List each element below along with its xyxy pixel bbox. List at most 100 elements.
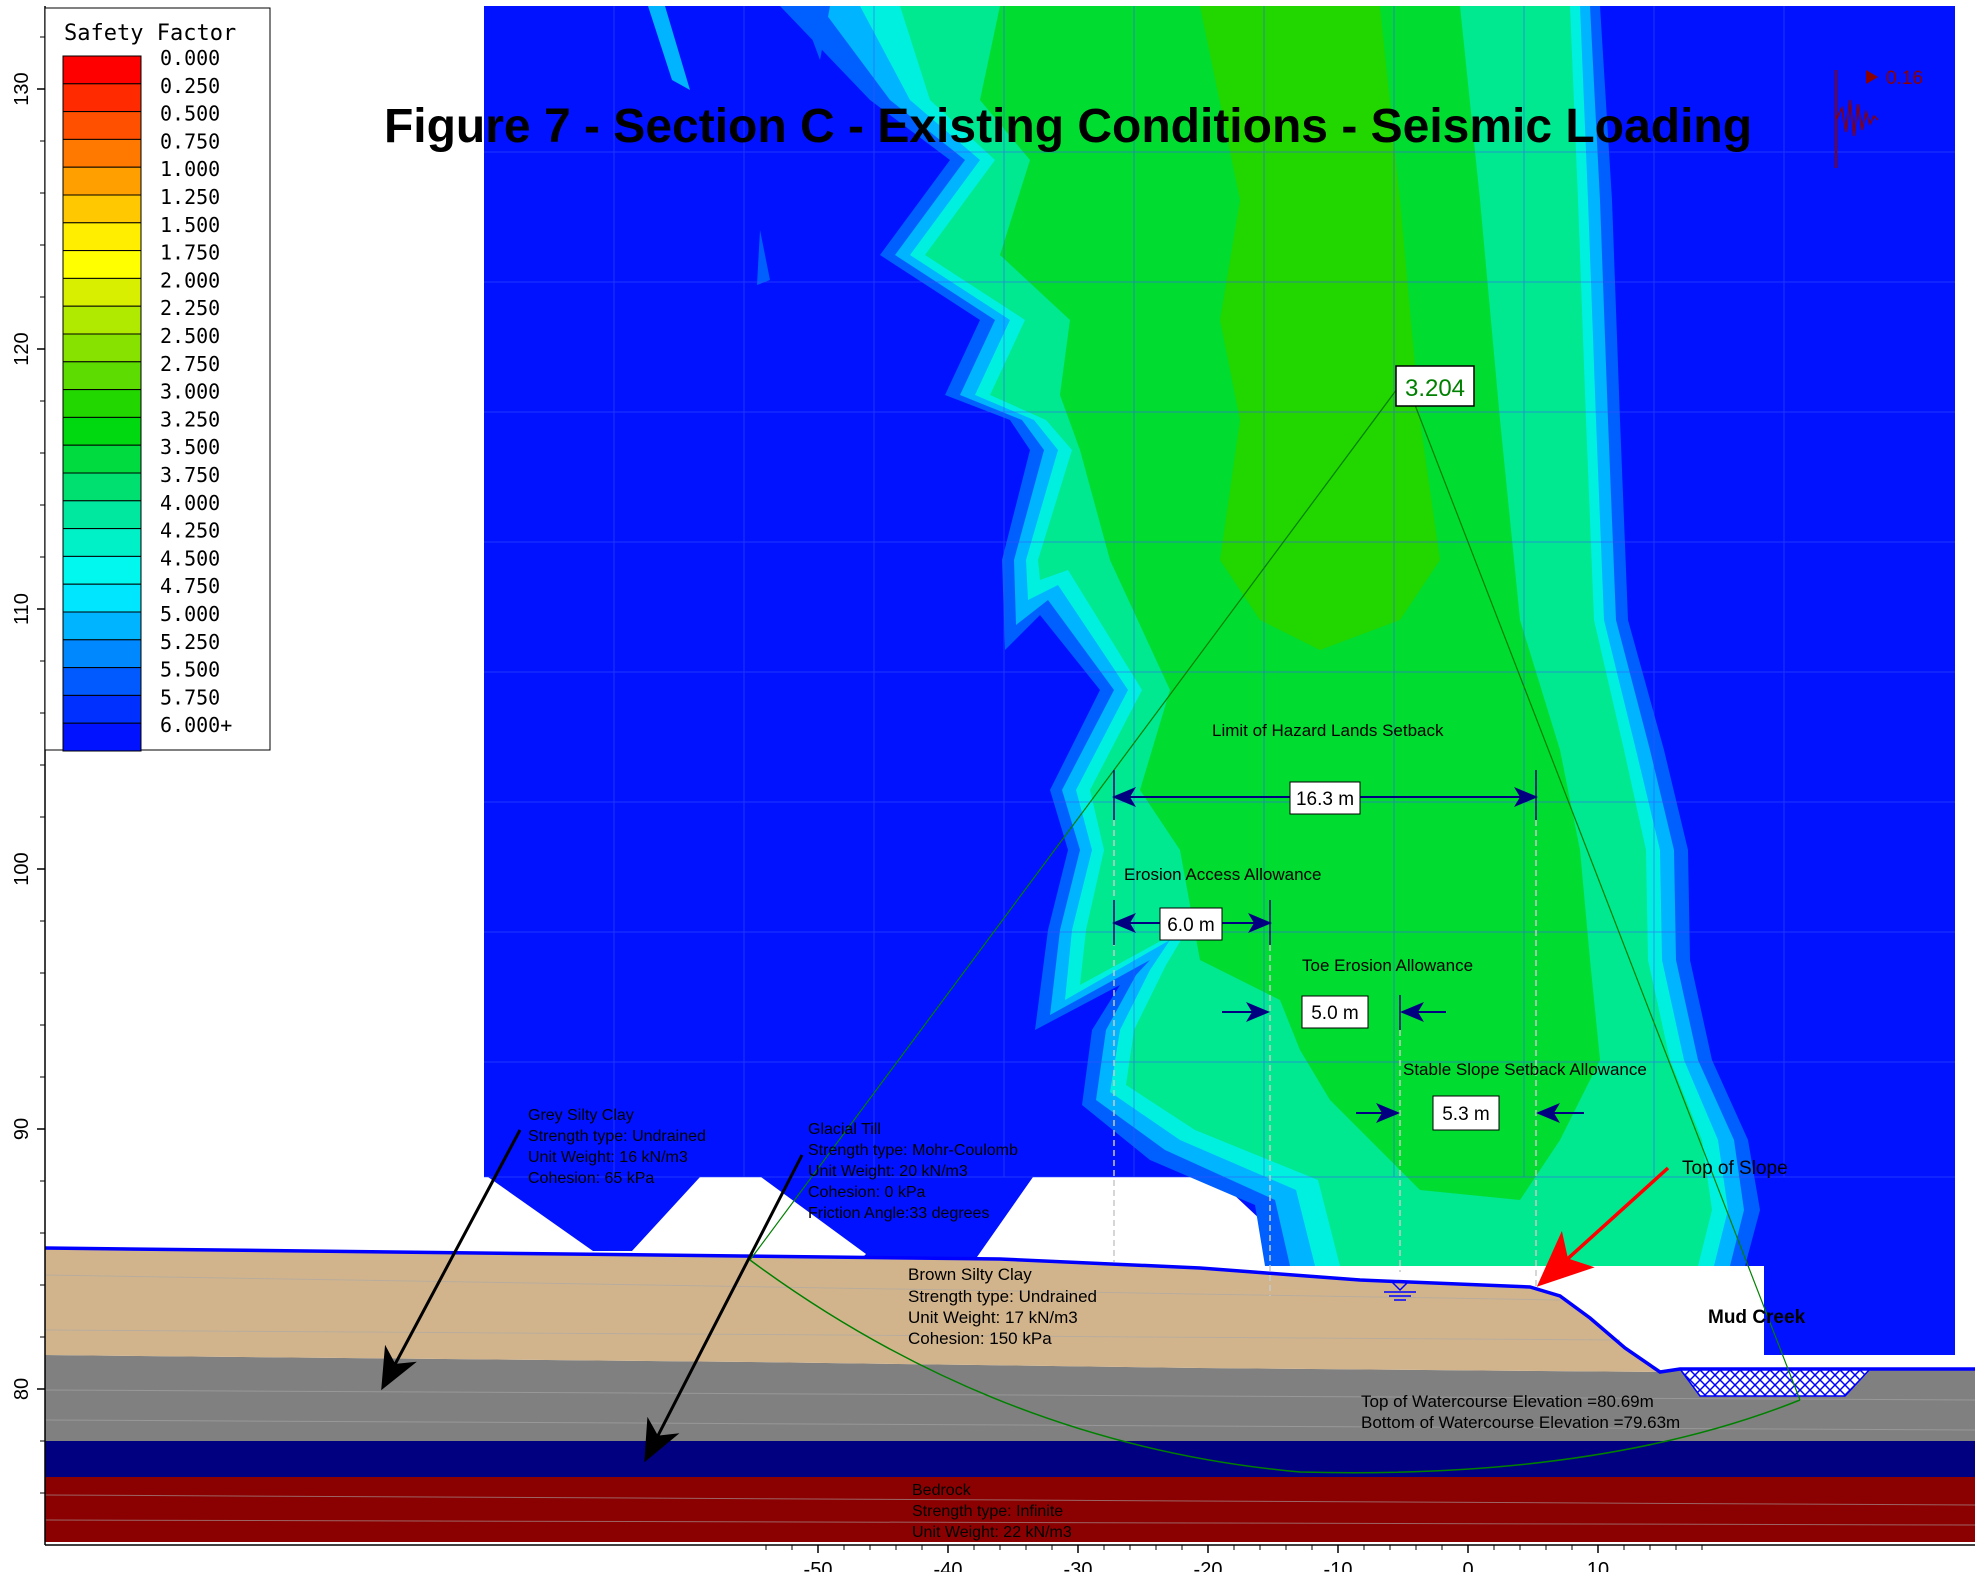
legend-swatch (62, 667, 142, 696)
erosion-access-label: Erosion Access Allowance (1124, 865, 1322, 884)
legend-swatch (62, 55, 142, 85)
stable-slope-value: 5.3 m (1442, 1104, 1490, 1125)
legend-swatch (62, 555, 142, 585)
bedrock-layer (45, 1477, 1975, 1542)
svg-text:Strength type: Mohr-Coulomb: Strength type: Mohr-Coulomb (808, 1142, 1018, 1159)
ground-surface (44, 1246, 1975, 1374)
grey-silty-clay-pointer (381, 1129, 522, 1391)
legend-label: 2.250 (160, 296, 220, 320)
svg-text:Unit Weight: 22 kN/m3: Unit Weight: 22 kN/m3 (912, 1524, 1072, 1541)
glacial-till-pointer (644, 1154, 804, 1463)
x-axis-ticks: -50 -40 -30 -20 -10 0 10 (765, 1545, 1703, 1572)
legend-swatch (62, 416, 142, 446)
svg-text:Cohesion: 150 kPa: Cohesion: 150 kPa (908, 1329, 1052, 1348)
brown-silty-clay-label: Brown Silty Clay Strength type: Undraine… (908, 1265, 1097, 1348)
y-axis-ticks: 80 90 100 110 120 130 (11, 36, 45, 1494)
top-of-slope-label: Top of Slope (1682, 1158, 1788, 1179)
legend-label: 0.250 (160, 74, 220, 98)
legend-swatch (62, 444, 142, 474)
y-tick-label: 80 (11, 1378, 33, 1400)
svg-text:Glacial Till: Glacial Till (808, 1121, 881, 1138)
svg-text:Strength type: Undrained: Strength type: Undrained (528, 1128, 706, 1145)
seismic-coefficient: 0.16 (1886, 68, 1923, 89)
legend-label: 5.500 (160, 658, 220, 682)
erosion-access-value: 6.0 m (1167, 915, 1215, 936)
legend-swatch (62, 83, 142, 113)
legend-label: 0.500 (160, 102, 220, 126)
critical-slip-surface: 3.204 (749, 365, 1801, 1474)
seismic-load-icon: 0.16 (1835, 68, 1923, 168)
svg-text:Unit Weight: 17 kN/m3: Unit Weight: 17 kN/m3 (908, 1308, 1078, 1327)
watercourse-bottom-label: Bottom of Watercourse Elevation =79.63m (1361, 1413, 1680, 1432)
x-tick-label: -30 (1064, 1559, 1093, 1572)
legend-label: 1.000 (160, 157, 220, 181)
legend-swatch (62, 361, 142, 391)
legend-label: 2.500 (160, 324, 220, 348)
legend-label: 1.250 (160, 185, 220, 209)
legend-swatch (62, 611, 142, 641)
grey-silty-clay-layer (45, 1355, 1975, 1441)
hazard-setback-value: 16.3 m (1296, 789, 1354, 810)
y-tick-label: 90 (11, 1118, 33, 1140)
x-tick-label: -50 (804, 1559, 833, 1572)
toe-erosion-value: 5.0 m (1311, 1003, 1359, 1024)
legend-label: 2.750 (160, 352, 220, 376)
svg-text:Strength type: Undrained: Strength type: Undrained (908, 1287, 1097, 1306)
legend-entries: 0.000 0.250 0.500 0.750 1.000 1.250 1.500 1.750… (62, 46, 232, 752)
bedrock-label: Bedrock Strength type: Infinite Unit Wei… (912, 1482, 1072, 1541)
stable-slope-label: Stable Slope Setback Allowance (1403, 1060, 1647, 1079)
grey-silty-clay-label: Grey Silty Clay Strength type: Undrained… (528, 1107, 706, 1187)
watercourse-top-label: Top of Watercourse Elevation =80.69m (1361, 1392, 1654, 1411)
x-tick-label: 0 (1462, 1559, 1473, 1572)
legend-label: 3.250 (160, 407, 220, 431)
legend-label: 5.000 (160, 602, 220, 626)
glacial-till-label: Glacial Till Strength type: Mohr-Coulomb… (808, 1121, 1018, 1222)
legend-swatch (62, 500, 142, 530)
material-labels: Grey Silty Clay Strength type: Undrained… (381, 1107, 1806, 1541)
legend-label: 4.750 (160, 574, 220, 598)
legend-label: 6.000+ (160, 713, 232, 737)
x-tick-label: -40 (934, 1559, 963, 1572)
safety-factor-contours (484, 6, 1955, 1355)
legend-label: 2.000 (160, 268, 220, 292)
y-tick-label: 110 (11, 593, 33, 625)
slip-radius-right (1414, 404, 1801, 1401)
contour-band-3000 (1200, 6, 1440, 650)
svg-text:Strength type: Infinite: Strength type: Infinite (912, 1503, 1063, 1520)
legend-swatch (62, 722, 142, 752)
legend-label: 4.500 (160, 546, 220, 570)
legend-label: 3.000 (160, 380, 220, 404)
brown-silty-clay-layer (45, 1248, 1660, 1372)
water-table-icon (1384, 1281, 1416, 1301)
y-tick-label: 120 (11, 332, 33, 365)
figure-title: Figure 7 - Section C - Existing Conditio… (384, 100, 1752, 153)
legend-swatch (62, 472, 142, 502)
hazard-setback-label: Limit of Hazard Lands Setback (1212, 721, 1444, 740)
legend-swatch (62, 250, 142, 279)
toe-erosion-label: Toe Erosion Allowance (1302, 956, 1473, 975)
legend-swatch (62, 222, 142, 252)
legend-swatch (62, 111, 142, 140)
legend-label: 3.500 (160, 435, 220, 459)
legend-swatch (62, 389, 142, 418)
svg-text:Unit Weight: 20 kN/m3: Unit Weight: 20 kN/m3 (808, 1163, 968, 1180)
svg-text:Bedrock: Bedrock (912, 1482, 972, 1499)
legend-label: 3.750 (160, 463, 220, 487)
legend-swatch (62, 305, 142, 335)
top-of-slope-arrow (1536, 1166, 1670, 1287)
svg-text:Cohesion: 0 kPa: Cohesion: 0 kPa (808, 1184, 926, 1201)
slip-circle (749, 1259, 1801, 1474)
x-tick-label: -20 (1194, 1559, 1223, 1572)
legend-swatch (62, 138, 142, 168)
legend-swatch (62, 639, 142, 669)
legend-label: 0.000 (160, 46, 220, 70)
y-tick-label: 130 (11, 72, 33, 105)
y-tick-label: 100 (11, 852, 33, 885)
fs-label: 3.204 (1405, 375, 1465, 402)
legend-label: 1.500 (160, 213, 220, 237)
legend-label: 1.750 (160, 241, 220, 265)
legend-swatch (62, 694, 142, 724)
legend-label: 4.250 (160, 519, 220, 543)
setback-dimensions: Limit of Hazard Lands Setback 16.3 m Ero… (1112, 721, 1647, 1301)
